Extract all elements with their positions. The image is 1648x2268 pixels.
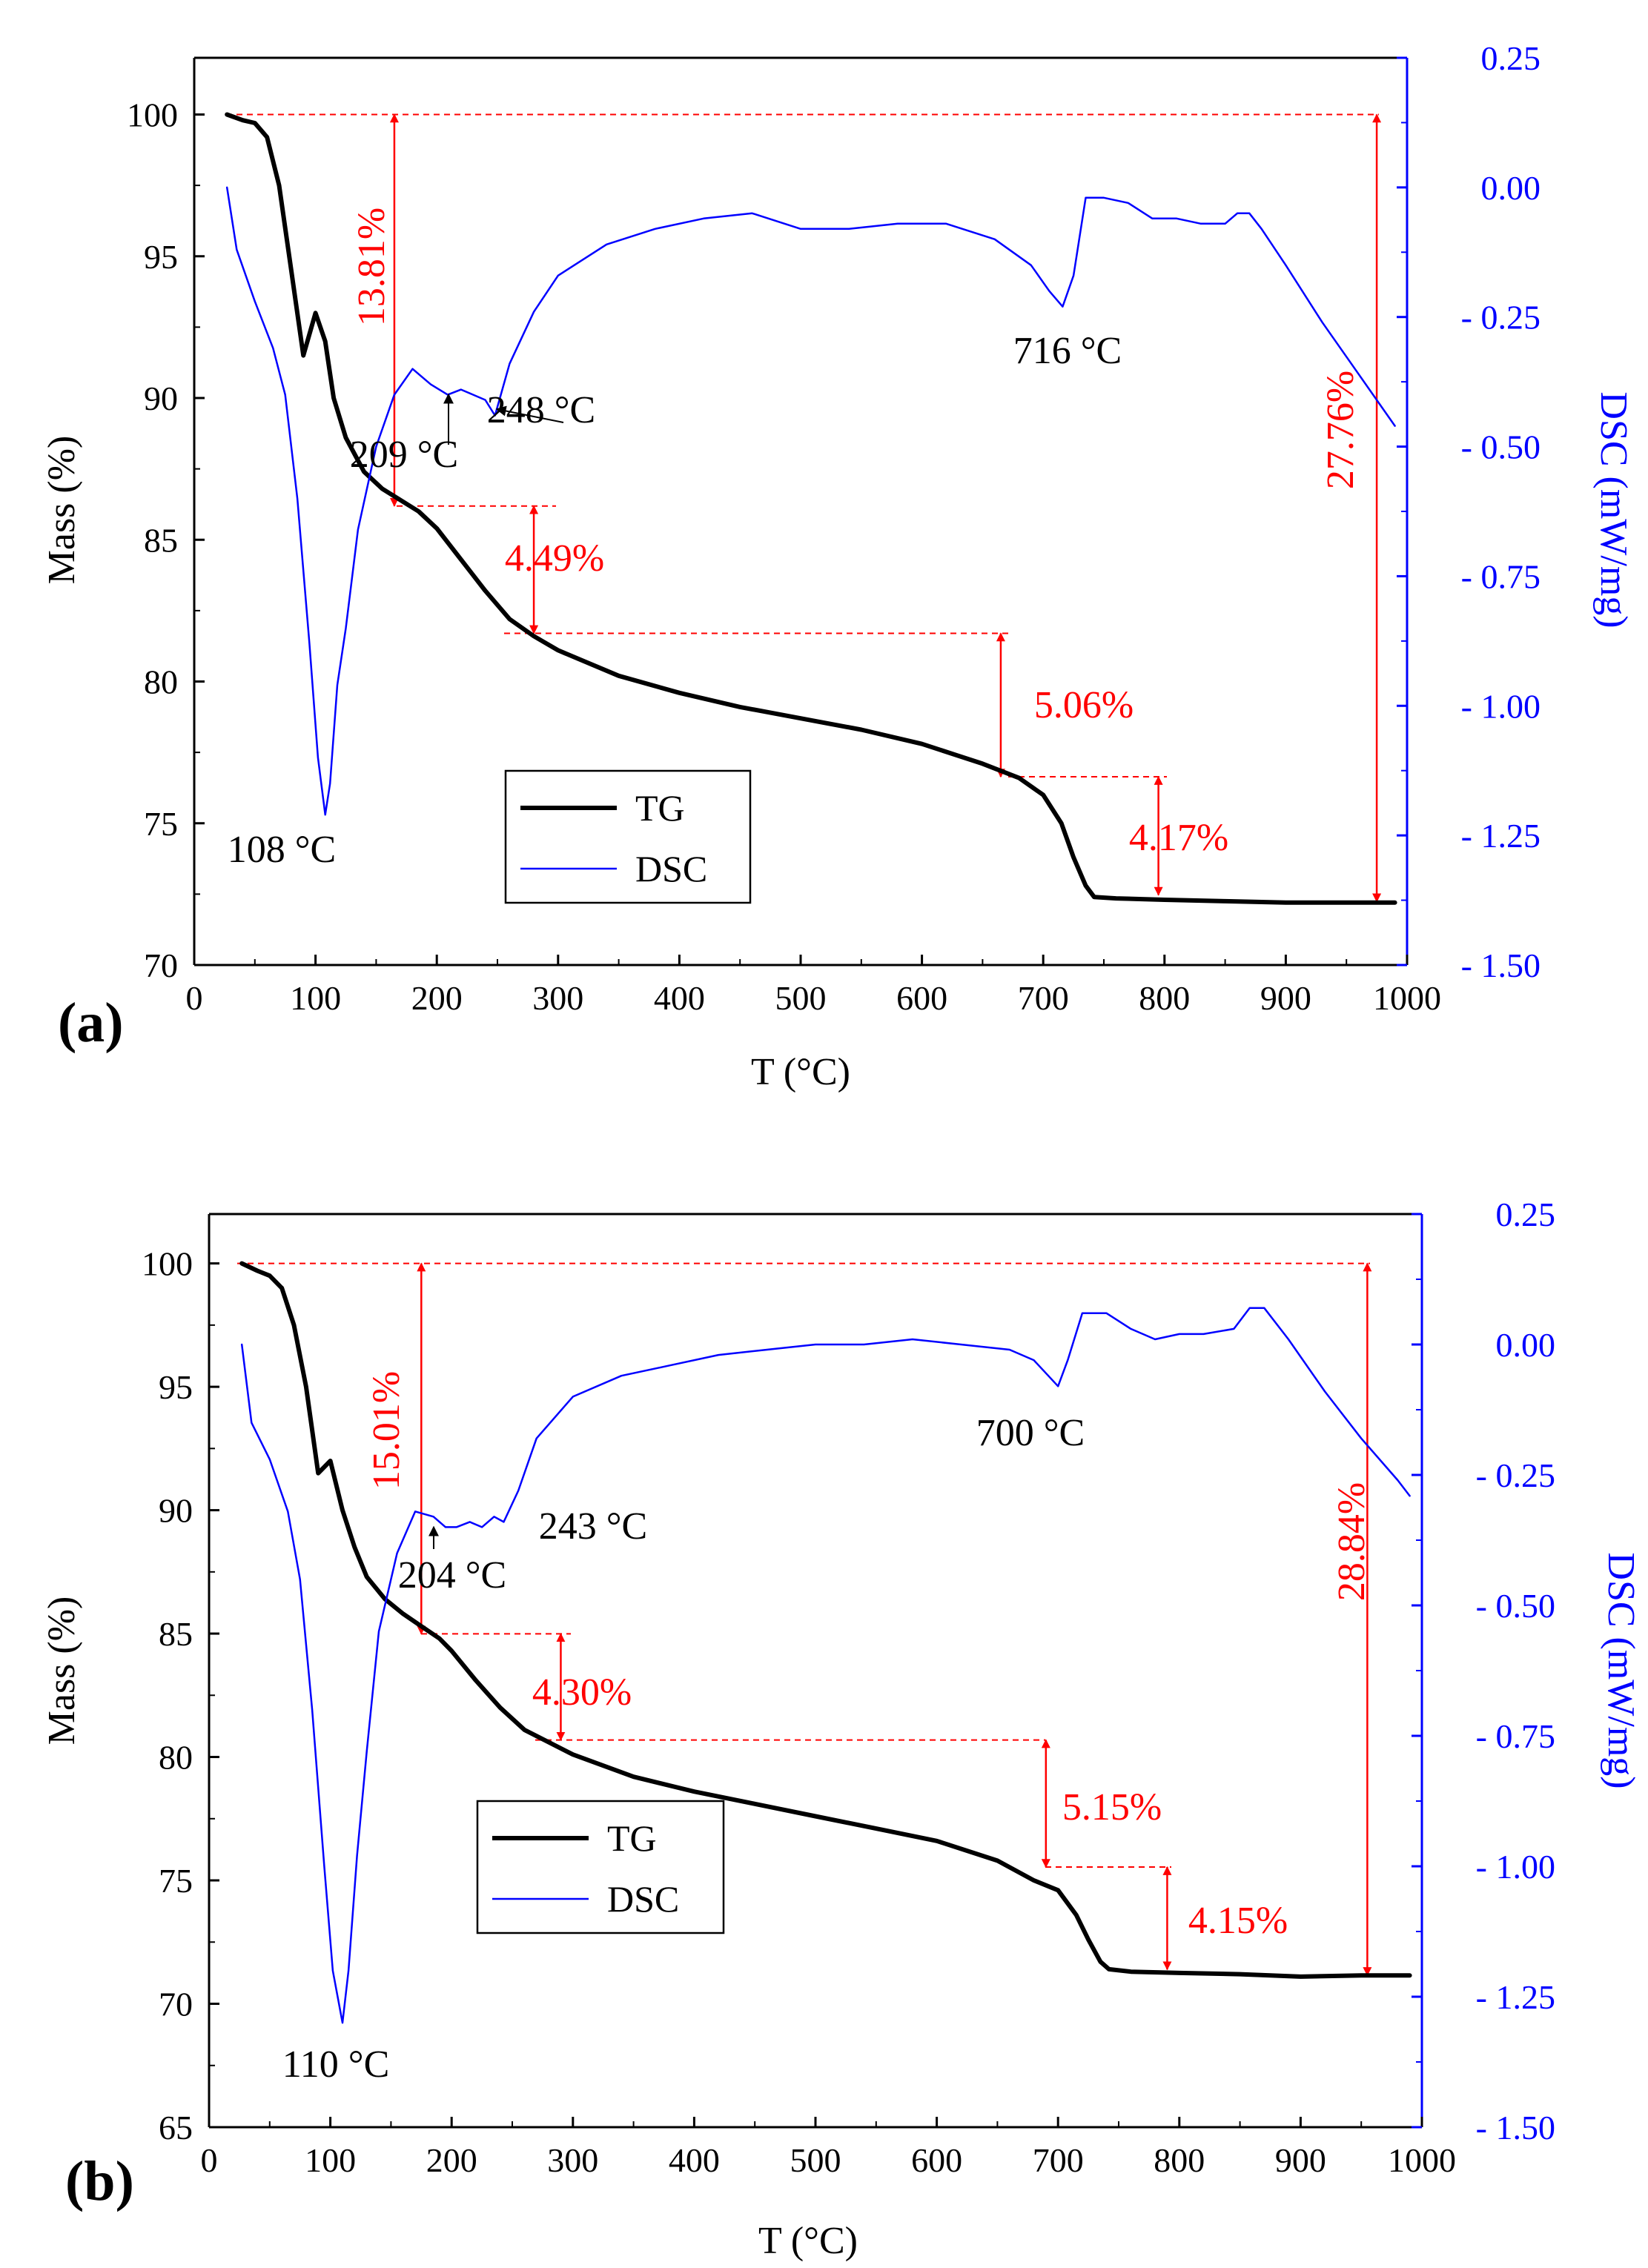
y2-axis-title: DSC (mW/mg) (1600, 1552, 1642, 1788)
x-tick-label: 300 (532, 979, 583, 1017)
x-tick-label: 200 (426, 2141, 477, 2179)
y2-tick-label: 0.25 (1496, 1196, 1556, 1233)
y-tick-label: 95 (159, 1368, 193, 1406)
y-tick-label: 70 (159, 1986, 193, 2023)
legend-label: TG (607, 1817, 657, 1859)
x-tick-label: 0 (186, 979, 203, 1017)
legend-box (504, 769, 752, 904)
x-tick-label: 500 (775, 979, 827, 1017)
y-tick-label: 80 (144, 663, 178, 701)
y-tick-label: 80 (159, 1739, 193, 1777)
x-tick-label: 700 (1033, 2141, 1084, 2179)
y2-tick-label: - 0.25 (1461, 299, 1541, 336)
x-tick-label: 900 (1275, 2141, 1326, 2179)
y2-tick-label: - 1.50 (1476, 2109, 1555, 2146)
y-tick-label: 90 (159, 1492, 193, 1530)
y2-tick-label: - 0.50 (1461, 428, 1541, 466)
y2-tick-label: - 0.75 (1476, 1717, 1555, 1755)
legend-label: TG (635, 787, 685, 829)
x-tick-label: 100 (290, 979, 341, 1017)
x-tick-label: 1000 (1373, 979, 1441, 1017)
y-tick-label: 90 (144, 379, 178, 417)
x-tick-label: 600 (896, 979, 947, 1017)
y2-tick-label: - 0.25 (1476, 1456, 1555, 1494)
peak-label: 209 °C (350, 434, 458, 476)
x-axis-title: T (°C) (751, 1051, 850, 1093)
y2-tick-label: - 1.50 (1461, 946, 1541, 984)
y-tick-label: 100 (142, 1245, 193, 1283)
y2-tick-label: 0.25 (1481, 39, 1541, 77)
x-tick-label: 700 (1018, 979, 1069, 1017)
panel-label: (b) (65, 2150, 134, 2212)
x-tick-label: 900 (1260, 979, 1311, 1017)
x-tick-label: 200 (411, 979, 463, 1017)
x-tick-label: 500 (790, 2141, 841, 2179)
mass-loss-label: 13.81% (351, 208, 393, 326)
y-tick-label: 65 (159, 2109, 193, 2146)
x-tick-label: 800 (1154, 2141, 1205, 2179)
y2-tick-label: 0.00 (1496, 1326, 1556, 1364)
legend-box (476, 1800, 725, 1934)
x-tick-label: 600 (911, 2141, 962, 2179)
y-tick-label: 100 (127, 96, 178, 134)
x-tick-label: 800 (1139, 979, 1190, 1017)
mass-loss-label: 28.84% (1331, 1482, 1373, 1601)
tg-curve (239, 1261, 1412, 1979)
y2-axis-title: DSC (mW/mg) (1592, 391, 1635, 628)
y-tick-label: 70 (144, 946, 178, 984)
peak-arrow (495, 405, 564, 423)
x-tick-label: 400 (654, 979, 705, 1017)
x-tick-label: 300 (547, 2141, 598, 2179)
y-tick-label: 85 (159, 1615, 193, 1653)
y2-tick-label: - 1.25 (1476, 1978, 1555, 2016)
x-tick-label: 1000 (1388, 2141, 1456, 2179)
x-tick-label: 100 (305, 2141, 356, 2179)
mass-loss-label: 4.30% (532, 1671, 632, 1714)
peak-label: 108 °C (228, 829, 336, 871)
panel-b: 0 100 200 300 400 500 600 700 800 900 1000 65 70 75 80… (41, 1196, 1642, 2262)
y-tick-label: 75 (159, 1862, 193, 1900)
y-tick-label: 75 (144, 805, 178, 843)
y-tick-label: 95 (144, 238, 178, 276)
x-tick-label: 400 (669, 2141, 720, 2179)
mass-loss-label: 5.15% (1062, 1786, 1162, 1828)
y2-tick-label: - 1.00 (1476, 1848, 1555, 1886)
y2-tick-label: - 0.50 (1476, 1587, 1555, 1625)
peak-label: 700 °C (976, 1412, 1085, 1454)
mass-loss-label: 4.15% (1188, 1900, 1288, 1942)
y2-tick-label: - 1.25 (1461, 817, 1541, 855)
legend-label: DSC (635, 848, 707, 889)
legend-label: DSC (607, 1878, 679, 1920)
peak-label: 204 °C (398, 1554, 506, 1596)
tg-curve (225, 112, 1397, 905)
dsc-curve (240, 1307, 1411, 2024)
mass-loss-label: 4.17% (1129, 817, 1228, 859)
y-axis-title: Mass (%) (41, 1596, 83, 1745)
x-tick-label: 0 (201, 2141, 218, 2179)
peak-label: 110 °C (282, 2043, 390, 2086)
peak-label: 243 °C (539, 1505, 647, 1548)
mass-loss-label: 4.49% (505, 537, 604, 580)
mass-loss-label: 27.76% (1320, 371, 1362, 489)
y-tick-label: 85 (144, 521, 178, 559)
peak-label: 716 °C (1013, 330, 1122, 372)
y-axis-title: Mass (%) (41, 436, 83, 585)
mass-loss-label: 5.06% (1034, 684, 1134, 726)
y2-tick-label: - 0.75 (1461, 557, 1541, 595)
y2-tick-label: 0.00 (1481, 169, 1541, 207)
x-axis-title: T (°C) (758, 2220, 858, 2262)
panel-a: 0 100 200 300 400 500 600 700 800 900 1000 70 75 80 85… (41, 39, 1635, 1093)
y2-tick-label: - 1.00 (1461, 687, 1541, 725)
mass-loss-label: 15.01% (365, 1371, 408, 1490)
dsc-curve (225, 186, 1396, 816)
panel-label: (a) (58, 992, 124, 1054)
